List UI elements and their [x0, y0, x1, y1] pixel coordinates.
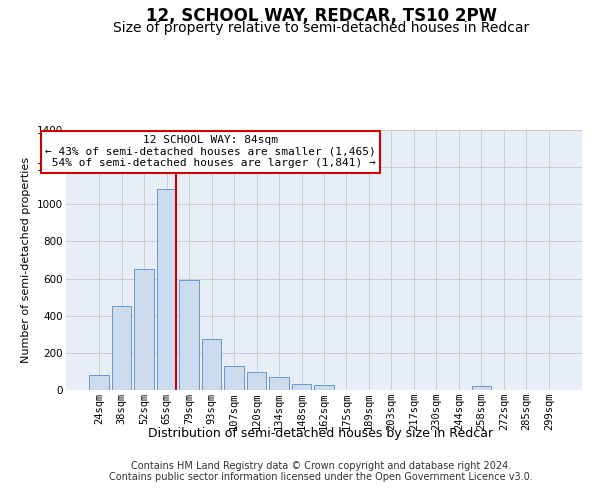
Text: Distribution of semi-detached houses by size in Redcar: Distribution of semi-detached houses by …	[148, 428, 494, 440]
Y-axis label: Number of semi-detached properties: Number of semi-detached properties	[22, 157, 31, 363]
Bar	[247, 372, 266, 390]
Bar	[202, 339, 221, 390]
Text: Size of property relative to semi-detached houses in Redcar: Size of property relative to semi-detach…	[113, 21, 529, 35]
Text: 12 SCHOOL WAY: 84sqm
← 43% of semi-detached houses are smaller (1,465)
 54% of s: 12 SCHOOL WAY: 84sqm ← 43% of semi-detac…	[45, 135, 376, 168]
Bar	[89, 375, 109, 390]
Bar	[112, 306, 131, 390]
Bar	[224, 366, 244, 390]
Bar	[292, 384, 311, 390]
Bar	[269, 377, 289, 390]
Bar	[134, 270, 154, 390]
Bar	[179, 280, 199, 390]
Bar	[157, 190, 176, 390]
Text: 12, SCHOOL WAY, REDCAR, TS10 2PW: 12, SCHOOL WAY, REDCAR, TS10 2PW	[146, 8, 497, 26]
Bar	[314, 386, 334, 390]
Text: Contains HM Land Registry data © Crown copyright and database right 2024.
Contai: Contains HM Land Registry data © Crown c…	[109, 461, 533, 482]
Bar	[472, 386, 491, 390]
